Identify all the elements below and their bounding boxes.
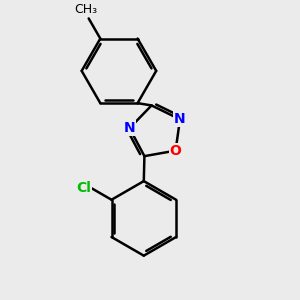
Text: Cl: Cl	[76, 181, 91, 195]
Text: O: O	[169, 144, 181, 158]
Text: N: N	[174, 112, 186, 126]
Text: N: N	[124, 121, 135, 135]
Text: CH₃: CH₃	[74, 3, 98, 16]
